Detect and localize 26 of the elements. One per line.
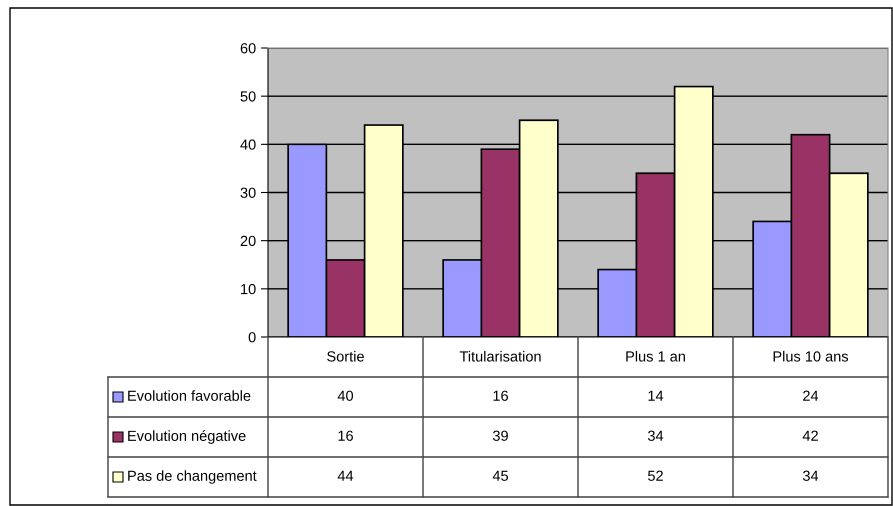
y-tick-label: 10 <box>241 284 256 294</box>
x-tick-label: Titularisation <box>460 350 541 362</box>
data-label: 24 <box>803 390 818 401</box>
data-label: 39 <box>492 430 508 441</box>
y-tick-label: 60 <box>240 43 256 54</box>
data-label: 52 <box>648 470 663 481</box>
legend-label: Evolution négative <box>128 430 246 444</box>
data-label: 16 <box>494 390 508 401</box>
data-label: 14 <box>648 390 664 401</box>
legend-label: Pas de changement <box>128 470 257 484</box>
legend-label: Evolution favorable <box>128 390 250 401</box>
data-label: 44 <box>338 470 354 481</box>
y-tick-label: 20 <box>240 236 256 246</box>
data-label: 34 <box>648 430 664 441</box>
y-tick-label: 50 <box>240 91 256 102</box>
data-label: 45 <box>492 470 508 481</box>
y-tick-label: 0 <box>248 332 256 342</box>
data-label: 16 <box>338 430 353 441</box>
x-tick-label: Plus 10 ans <box>774 350 848 362</box>
y-tick-label: 40 <box>240 139 256 150</box>
data-label: 34 <box>802 470 818 481</box>
y-tick-label: 30 <box>240 188 256 198</box>
data-label: 42 <box>802 430 818 441</box>
data-label: 40 <box>338 390 354 401</box>
x-tick-label: Sortie <box>327 350 364 362</box>
x-tick-label: Plus 1 an <box>626 350 685 362</box>
